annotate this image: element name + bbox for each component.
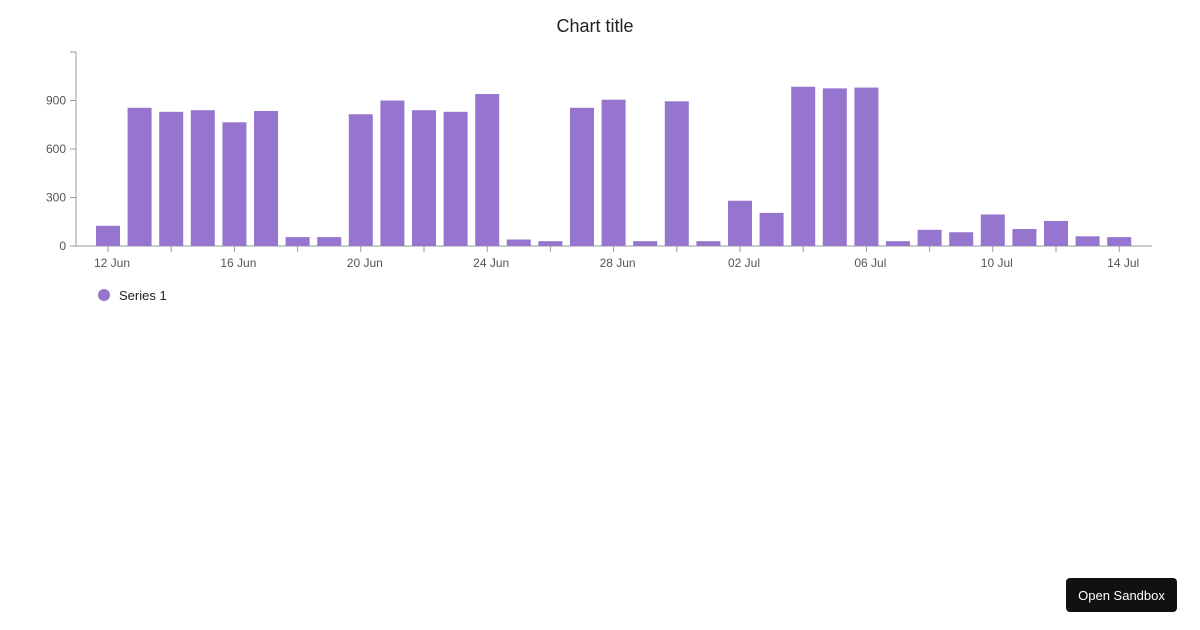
bar[interactable] [601,99,626,246]
bar[interactable] [696,241,721,246]
x-tick-label: 10 Jul [981,256,1013,270]
bar[interactable] [285,237,310,246]
x-tick-label: 16 Jun [220,256,256,270]
bar-series [96,86,1132,247]
x-tick-label: 14 Jul [1107,256,1139,270]
x-tick-label: 02 Jul [728,256,760,270]
y-axis: 0 300 600 900 [46,51,77,253]
bar[interactable] [538,241,563,246]
bar[interactable] [159,111,184,246]
x-tick-label: 28 Jun [600,256,636,270]
bar[interactable] [791,86,816,246]
bar[interactable] [443,111,468,246]
x-axis: 12 Jun 16 Jun 20 Jun 24 Jun 28 Jun 02 Jul 06 J… [76,245,1152,270]
chart-title: Chart title [556,16,633,36]
y-tick-label: 600 [46,142,66,156]
bar[interactable] [475,94,500,247]
bar[interactable] [917,229,942,246]
bar[interactable] [317,237,342,246]
bar[interactable] [728,200,752,246]
bar[interactable] [190,110,215,246]
open-sandbox-button[interactable]: Open Sandbox [1066,578,1177,612]
bar[interactable] [412,110,436,246]
bar[interactable] [380,100,405,247]
bar[interactable] [633,241,658,246]
bar[interactable] [1012,229,1037,246]
bar[interactable] [854,87,879,246]
bar[interactable] [222,122,247,246]
x-tick-label: 12 Jun [94,256,130,270]
bar[interactable] [96,225,120,246]
legend-label-series-1: Series 1 [119,288,167,303]
y-tick-label: 900 [46,94,66,108]
bar[interactable] [1044,220,1068,246]
legend-swatch-series-1 [98,289,110,301]
x-tick-label: 24 Jun [473,256,509,270]
bar[interactable] [570,107,594,247]
y-tick-label: 0 [59,239,66,253]
bar[interactable] [980,214,1005,246]
x-tick-label: 20 Jun [347,256,383,270]
bar[interactable] [254,111,278,246]
bar[interactable] [886,241,910,246]
bar[interactable] [1075,236,1100,246]
x-tick-label: 06 Jul [854,256,886,270]
bar[interactable] [822,88,847,246]
bar[interactable] [506,239,531,246]
bar[interactable] [1107,237,1132,246]
bar[interactable] [949,232,974,246]
bar[interactable] [759,212,784,246]
bar[interactable] [127,107,152,247]
y-tick-label: 300 [46,191,66,205]
legend[interactable]: Series 1 [98,288,167,303]
bar[interactable] [664,101,689,246]
bar[interactable] [348,114,373,246]
